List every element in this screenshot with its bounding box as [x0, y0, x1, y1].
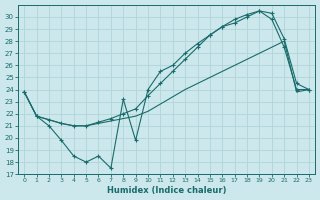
X-axis label: Humidex (Indice chaleur): Humidex (Indice chaleur): [107, 186, 226, 195]
